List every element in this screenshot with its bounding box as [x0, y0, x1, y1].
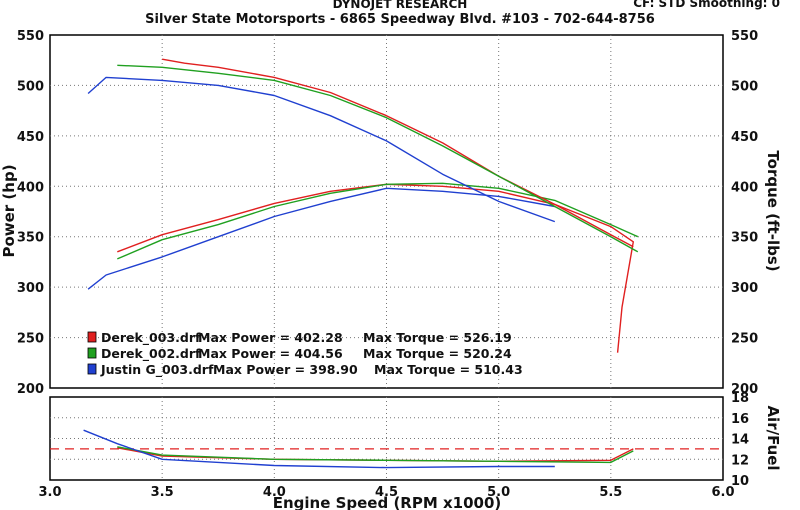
y-tick-label-power: 200 — [17, 382, 44, 397]
torque-curve-derek-003-drf — [162, 58, 634, 248]
series-lines — [83, 58, 639, 469]
legend-file-label: Derek_002.drf — [101, 346, 201, 362]
y-tick-label-afr: 10 — [731, 474, 749, 489]
legend-max-power-label: Max Power = 404.56 — [198, 346, 343, 361]
legend-max-power-label: Max Power = 402.28 — [198, 330, 343, 345]
y-tick-label-power: 350 — [17, 231, 44, 246]
x-axis-label: Engine Speed (RPM x1000) — [273, 494, 502, 510]
y-axis-label-afr: Air/Fuel — [764, 405, 782, 470]
y-tick-label-power: 500 — [17, 79, 44, 94]
legend-max-torque-label: Max Torque = 520.24 — [363, 346, 512, 361]
legend-file-label: Justin G_003.drf — [100, 362, 214, 378]
chart-title: DYNOJET RESEARCH — [332, 0, 468, 11]
x-tick-label: 5.0 — [487, 485, 510, 500]
y-tick-label-power: 400 — [17, 180, 44, 195]
legend-swatch — [87, 363, 97, 375]
tick-labels: 200 200 250 250 300 300 350 350 400 400 450 450 500 5… — [17, 29, 758, 500]
correction-factor-label: CF: STD Smoothing: 0 — [633, 0, 780, 10]
y-tick-label-torque: 300 — [731, 281, 758, 296]
y-tick-label-afr: 12 — [731, 453, 749, 468]
legend-max-torque-label: Max Torque = 526.19 — [363, 330, 512, 345]
power-curve-justin-g-003-drf — [87, 187, 555, 290]
y-tick-label-power: 250 — [17, 332, 44, 347]
y-tick-label-power: 450 — [17, 130, 44, 145]
y-tick-label-torque: 500 — [731, 79, 758, 94]
legend-file-label: Derek_003.drf — [101, 330, 201, 346]
y-tick-label-torque: 250 — [731, 332, 758, 347]
afr-curve-derek-002-drf — [117, 446, 634, 464]
x-tick-label: 3.0 — [38, 485, 61, 500]
y-tick-label-torque: 550 — [731, 29, 758, 44]
power-curve-derek-002-drf — [117, 182, 639, 260]
y-tick-label-power: 300 — [17, 281, 44, 296]
x-tick-label: 5.5 — [599, 485, 622, 500]
y-tick-label-torque: 400 — [731, 180, 758, 195]
chart-subtitle: Silver State Motorsports - 6865 Speedway… — [145, 12, 655, 27]
y-tick-label-torque: 350 — [731, 231, 758, 246]
legend-swatch — [87, 331, 97, 343]
y-tick-label-torque: 200 — [731, 382, 758, 397]
power-curve-derek-003-drf — [117, 183, 634, 353]
torque-curve-justin-g-003-drf — [87, 76, 556, 223]
legend-max-power-label: Max Power = 398.90 — [213, 362, 358, 377]
afr-curve-justin-g-003-drf — [83, 429, 555, 469]
y-tick-label-afr: 16 — [731, 412, 749, 427]
legend-max-torque-label: Max Torque = 510.43 — [374, 362, 523, 377]
x-tick-label: 6.0 — [711, 485, 734, 500]
legend-swatch — [87, 347, 97, 359]
x-tick-label: 4.5 — [375, 485, 398, 500]
y-tick-label-torque: 450 — [731, 130, 758, 145]
y-axis-label-power: Power (hp) — [0, 164, 18, 257]
y-tick-label-power: 550 — [17, 29, 44, 44]
y-tick-label-afr: 18 — [731, 391, 749, 406]
x-tick-label: 4.0 — [263, 485, 286, 500]
y-axis-label-torque: Torque (ft-lbs) — [764, 150, 782, 271]
torque-curve-derek-002-drf — [117, 64, 639, 253]
y-tick-label-afr: 14 — [731, 433, 749, 448]
x-tick-label: 3.5 — [151, 485, 174, 500]
